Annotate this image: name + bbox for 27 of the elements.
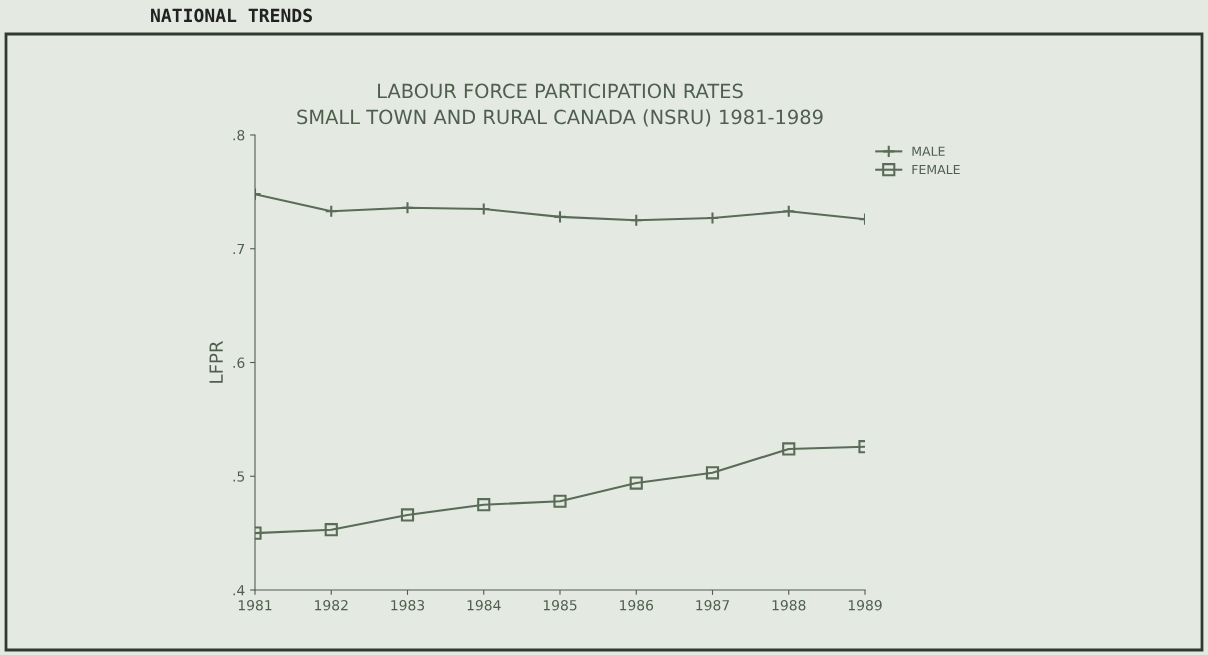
y-tick-label: .6 bbox=[233, 357, 245, 368]
point bbox=[705, 466, 720, 480]
text: NATIONAL TRENDS bbox=[151, 8, 312, 23]
x-tick-label: 1981 bbox=[238, 599, 272, 611]
y-tick-label: .7 bbox=[233, 243, 245, 255]
y-tick-label: .4 bbox=[233, 585, 245, 596]
point bbox=[553, 494, 567, 508]
chart-subtitle: SMALL TOWN AND RURAL CANADA (NSRU) 1981-1989 bbox=[297, 109, 823, 127]
chart-title: LABOUR FORCE PARTICIPATION RATES bbox=[378, 83, 743, 99]
legend-label: FEMALE bbox=[912, 164, 960, 175]
point bbox=[477, 498, 491, 512]
y-tick-label: .8 bbox=[233, 129, 245, 141]
x-tick-label: 1988 bbox=[772, 599, 806, 611]
x-tick-label: 1982 bbox=[315, 599, 348, 611]
y-tick-label: .5 bbox=[233, 471, 245, 482]
x-tick-label: 1984 bbox=[467, 599, 501, 611]
x-tick-label: 1989 bbox=[848, 599, 882, 611]
point bbox=[400, 508, 415, 522]
x-tick-label: 1987 bbox=[696, 599, 729, 611]
point bbox=[629, 476, 643, 490]
legend-label: MALE bbox=[912, 146, 945, 156]
x-tick-label: 1985 bbox=[543, 599, 577, 611]
point bbox=[782, 442, 796, 456]
x-tick-label: 1986 bbox=[620, 599, 654, 611]
y-axis-title: LFPR bbox=[209, 341, 223, 383]
point bbox=[324, 523, 338, 537]
x-tick-label: 1983 bbox=[391, 599, 425, 611]
